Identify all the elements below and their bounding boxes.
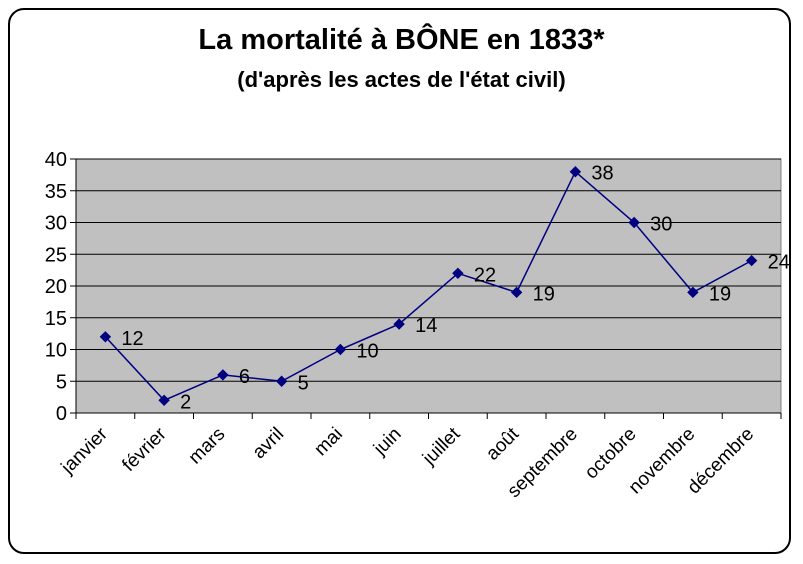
data-point (687, 286, 699, 299)
data-point (569, 165, 582, 178)
data-point (628, 216, 640, 229)
data-point (275, 375, 288, 387)
data-labels: 12 2 6 5 10 14 22 19 38 30 19 24 (121, 163, 790, 414)
chart-title: La mortalité à BÔNE en 1833* (198, 24, 605, 56)
y-tick-label: 10 (45, 340, 67, 362)
y-tick-label: 5 (56, 371, 67, 393)
series-line (104, 170, 752, 402)
y-tick-label: 40 (45, 149, 67, 171)
x-tick-label: août (482, 423, 524, 465)
y-tick-label: 0 (56, 403, 67, 425)
x-tick-label: octobre (581, 424, 641, 484)
data-label: 22 (474, 264, 496, 286)
y-tick-label: 30 (45, 213, 67, 235)
data-point (158, 394, 170, 407)
x-tick-label: janvier (57, 423, 113, 479)
data-label: 19 (533, 283, 555, 305)
data-point (217, 369, 229, 381)
y-tick-label: 25 (45, 244, 67, 266)
data-point (452, 267, 464, 280)
data-label: 6 (239, 366, 250, 388)
x-tick-label: mai (310, 424, 347, 461)
markers (99, 165, 758, 407)
data-label: 19 (709, 283, 731, 305)
data-label: 2 (180, 391, 191, 413)
data-point (99, 331, 112, 343)
data-label: 10 (356, 341, 378, 363)
x-tick-label: février (118, 423, 171, 476)
x-tick-label: mars (185, 424, 230, 469)
data-label: 30 (650, 214, 672, 236)
data-label: 24 (768, 252, 790, 274)
data-label: 5 (298, 372, 309, 394)
data-label: 12 (121, 328, 143, 350)
data-label: 38 (591, 163, 613, 185)
data-label: 14 (415, 315, 437, 337)
data-point (393, 318, 405, 330)
axes (70, 158, 782, 419)
y-tick-label: 20 (45, 276, 67, 298)
x-tick-labels: janvier février mars avril mai juin juillet aoû… (57, 423, 758, 502)
data-point (334, 343, 347, 356)
chart-subtitle: (d'après les actes de l'état civil) (237, 67, 566, 92)
y-tick-label: 15 (45, 308, 67, 330)
x-tick-label: juin (369, 424, 405, 460)
x-tick-label: juillet (418, 423, 465, 470)
data-point (510, 286, 523, 299)
data-point (745, 254, 758, 267)
y-tick-label: 35 (45, 181, 67, 203)
x-tick-label: avril (249, 424, 288, 463)
y-tick-labels: 0 5 10 15 20 25 30 35 40 (45, 149, 67, 425)
